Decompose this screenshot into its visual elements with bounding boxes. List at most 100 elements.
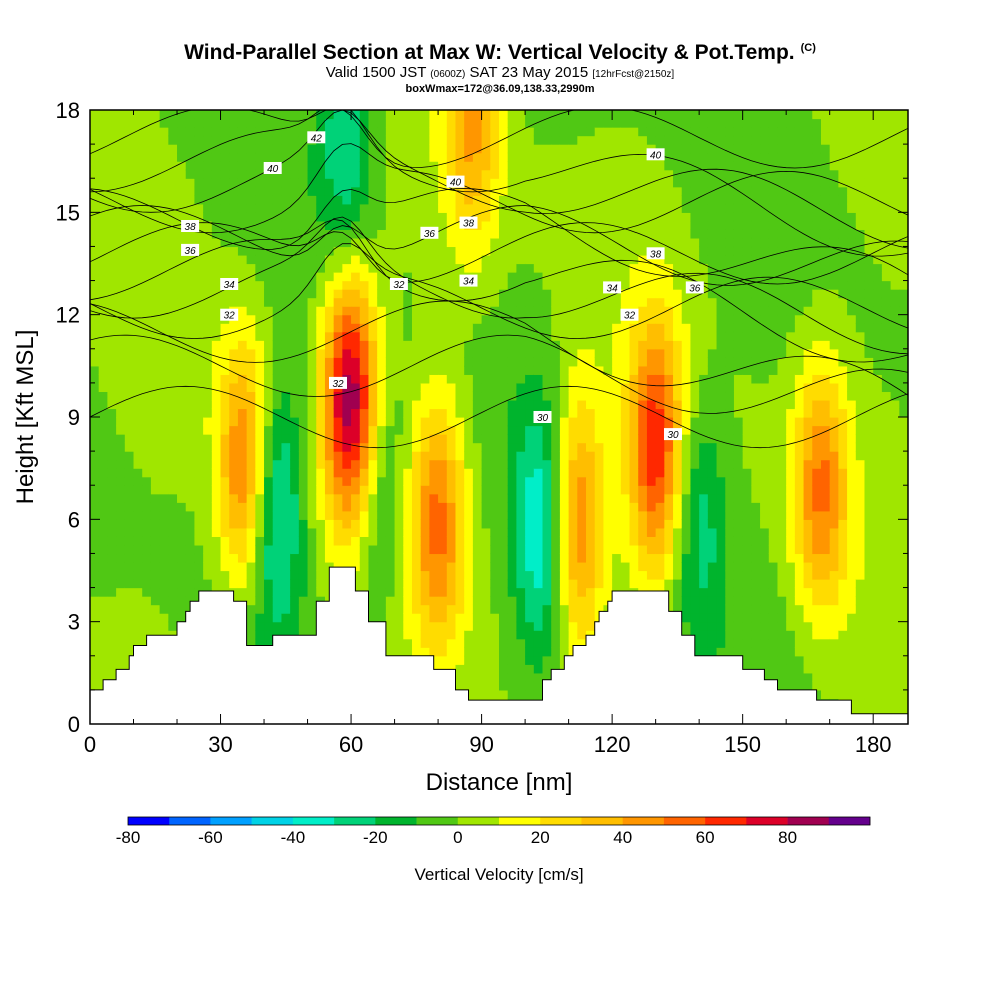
velocity-cell bbox=[490, 664, 500, 674]
velocity-cell bbox=[411, 510, 422, 520]
velocity-cell bbox=[455, 348, 465, 358]
velocity-cell bbox=[351, 519, 361, 529]
velocity-cell bbox=[272, 118, 283, 128]
velocity-cell bbox=[516, 306, 526, 316]
velocity-cell bbox=[237, 374, 248, 384]
velocity-cell bbox=[559, 502, 570, 512]
velocity-cell bbox=[255, 323, 265, 333]
velocity-cell bbox=[499, 399, 509, 410]
velocity-cell bbox=[455, 110, 465, 120]
velocity-cell bbox=[438, 434, 448, 444]
velocity-cell bbox=[159, 621, 169, 631]
velocity-cell bbox=[377, 613, 387, 623]
velocity-cell bbox=[664, 417, 674, 427]
velocity-cell bbox=[681, 110, 692, 120]
velocity-cell bbox=[368, 135, 378, 145]
velocity-cell bbox=[446, 246, 457, 256]
velocity-cell bbox=[124, 391, 135, 401]
velocity-cell bbox=[455, 374, 465, 384]
velocity-cell bbox=[150, 263, 161, 273]
velocity-cell bbox=[681, 604, 692, 614]
velocity-cell bbox=[525, 468, 535, 478]
velocity-cell bbox=[159, 178, 169, 188]
velocity-cell bbox=[98, 169, 108, 179]
velocity-cell bbox=[316, 195, 326, 205]
velocity-cell bbox=[603, 314, 613, 324]
velocity-cell bbox=[272, 289, 283, 299]
velocity-cell bbox=[638, 459, 648, 469]
velocity-cell bbox=[229, 144, 239, 154]
velocity-cell bbox=[333, 493, 343, 503]
velocity-cell bbox=[472, 246, 483, 256]
velocity-cell bbox=[90, 434, 100, 444]
velocity-cell bbox=[290, 613, 300, 623]
velocity-cell bbox=[150, 289, 161, 299]
velocity-cell bbox=[377, 425, 387, 435]
velocity-cell bbox=[577, 280, 587, 290]
velocity-cell bbox=[464, 374, 474, 384]
velocity-cell bbox=[290, 527, 300, 537]
velocity-cell bbox=[446, 502, 457, 512]
velocity-cell bbox=[629, 144, 639, 154]
velocity-cell bbox=[194, 212, 204, 222]
velocity-cell bbox=[298, 152, 309, 162]
velocity-cell bbox=[499, 348, 509, 358]
velocity-cell bbox=[150, 144, 161, 154]
velocity-cell bbox=[533, 647, 544, 657]
velocity-cell bbox=[177, 561, 187, 572]
velocity-cell bbox=[142, 289, 152, 299]
velocity-cell bbox=[594, 391, 605, 401]
velocity-cell bbox=[142, 587, 152, 597]
velocity-cell bbox=[385, 237, 396, 248]
velocity-cell bbox=[472, 127, 483, 137]
velocity-cell bbox=[673, 118, 683, 128]
velocity-cell bbox=[664, 442, 674, 452]
velocity-cell bbox=[298, 297, 309, 307]
velocity-cell bbox=[655, 502, 665, 512]
velocity-cell bbox=[220, 254, 230, 265]
velocity-cell bbox=[542, 570, 552, 580]
velocity-cell bbox=[351, 169, 361, 179]
velocity-cell bbox=[316, 468, 326, 478]
velocity-cell bbox=[525, 152, 535, 162]
velocity-cell bbox=[481, 374, 491, 384]
velocity-cell bbox=[664, 263, 674, 273]
velocity-cell bbox=[194, 570, 204, 580]
velocity-cell bbox=[324, 348, 335, 358]
velocity-cell bbox=[438, 442, 448, 452]
velocity-cell bbox=[481, 596, 491, 606]
velocity-cell bbox=[646, 195, 657, 205]
velocity-cell bbox=[159, 442, 169, 452]
velocity-cell bbox=[629, 570, 639, 580]
velocity-cell bbox=[185, 161, 196, 171]
velocity-cell bbox=[568, 468, 578, 478]
velocity-cell bbox=[533, 110, 544, 120]
velocity-cell bbox=[298, 203, 309, 213]
velocity-cell bbox=[124, 272, 135, 282]
velocity-cell bbox=[446, 263, 457, 273]
velocity-cell bbox=[403, 604, 413, 614]
velocity-cell bbox=[533, 510, 544, 520]
velocity-cell bbox=[594, 272, 605, 282]
velocity-cell bbox=[194, 451, 204, 461]
velocity-cell bbox=[420, 340, 430, 350]
velocity-cell bbox=[359, 152, 370, 162]
velocity-cell bbox=[525, 408, 535, 418]
velocity-cell bbox=[603, 263, 613, 273]
velocity-cell bbox=[116, 655, 126, 665]
velocity-cell bbox=[290, 212, 300, 222]
velocity-cell bbox=[377, 570, 387, 580]
velocity-cell bbox=[385, 178, 396, 188]
velocity-cell bbox=[533, 323, 544, 333]
velocity-cell bbox=[603, 374, 613, 384]
velocity-cell bbox=[559, 408, 570, 418]
velocity-cell bbox=[481, 195, 491, 205]
velocity-cell bbox=[194, 391, 204, 401]
velocity-cell bbox=[603, 553, 613, 563]
velocity-cell bbox=[351, 544, 361, 555]
velocity-cell bbox=[403, 613, 413, 623]
velocity-cell bbox=[481, 152, 491, 162]
velocity-cell bbox=[220, 442, 230, 452]
velocity-cell bbox=[638, 434, 648, 444]
velocity-cell bbox=[516, 382, 526, 393]
